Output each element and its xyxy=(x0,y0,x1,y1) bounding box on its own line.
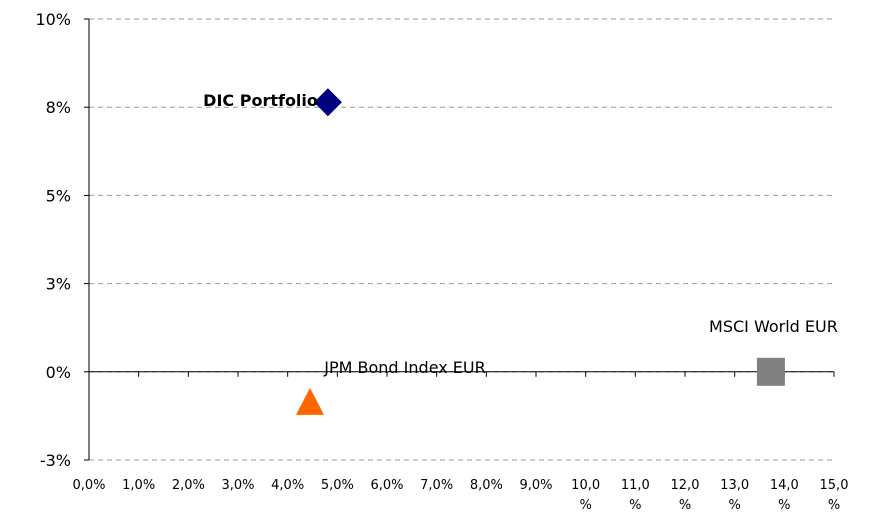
x-tick-label: 3,0% xyxy=(221,478,255,493)
point-label: DIC Portfolio xyxy=(203,91,318,111)
point-label: JPM Bond Index EUR xyxy=(324,357,486,377)
x-tick-label: 12,0 % xyxy=(670,478,700,513)
y-tick-label: 3% xyxy=(46,275,71,294)
point-label: MSCI World EUR xyxy=(709,316,838,336)
y-tick-label: 10% xyxy=(35,10,71,29)
x-tick-label: 10,0 % xyxy=(571,478,601,513)
x-tick-label: 5,0% xyxy=(320,478,354,493)
y-tick-label: 5% xyxy=(46,186,71,205)
x-tick-label: 9,0% xyxy=(519,478,553,493)
point xyxy=(296,387,325,415)
x-tick-label: 1,0% xyxy=(122,478,156,493)
point xyxy=(313,88,342,117)
x-tick-label: 15,0 % xyxy=(819,478,849,513)
y-tick-label: 0% xyxy=(46,363,71,382)
point xyxy=(756,357,785,386)
x-tick-label: 0,0% xyxy=(72,478,106,493)
x-tick-label: 11,0 % xyxy=(620,478,650,513)
y-tick-label: 8% xyxy=(46,98,71,117)
x-tick-label: 2,0% xyxy=(171,478,205,493)
y-tick-label: -3% xyxy=(40,451,71,470)
x-tick-label: 14,0 % xyxy=(769,478,799,513)
x-tick-label: 13,0 % xyxy=(720,478,750,513)
x-tick-label: 6,0% xyxy=(370,478,404,493)
x-tick-label: 8,0% xyxy=(469,478,503,493)
x-tick-label: 7,0% xyxy=(420,478,454,493)
x-tick-label: 4,0% xyxy=(271,478,305,493)
